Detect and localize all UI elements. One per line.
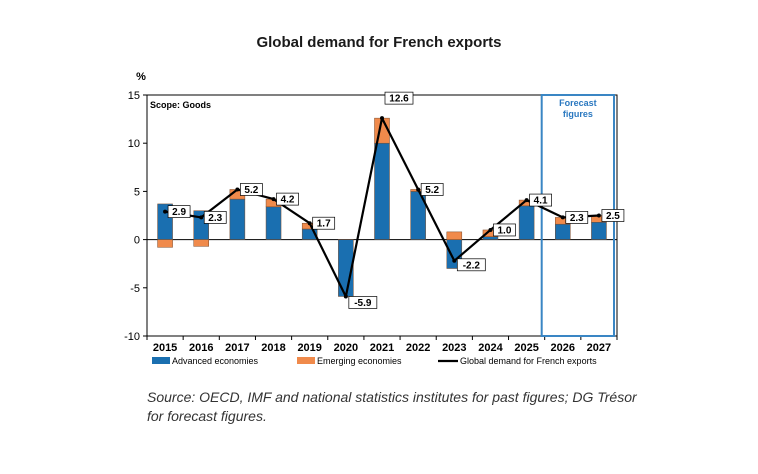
data-label-box (384, 91, 414, 105)
y-tick-label: 10 (128, 138, 140, 150)
line-point (307, 221, 312, 226)
data-label: 2.9 (172, 207, 186, 218)
bar-advanced-economies (518, 205, 535, 240)
data-label-box (565, 211, 589, 224)
bar-emerging-economies (193, 239, 209, 247)
line-point (452, 258, 457, 263)
data-label: 4.1 (534, 196, 548, 207)
x-tick-label: 2024 (478, 342, 503, 354)
y-tick-label: 15 (128, 90, 140, 102)
bar-advanced-economies (555, 223, 571, 240)
data-label-box (312, 216, 336, 230)
x-tick-label: 2021 (370, 342, 394, 354)
forecast-label-line1: Forecast (559, 98, 597, 108)
data-label-box (240, 183, 263, 196)
line-point (416, 187, 421, 192)
x-tick-label: 2017 (225, 342, 249, 354)
data-label-box (601, 209, 625, 222)
line-point (524, 198, 529, 203)
y-tick-label: -10 (124, 331, 140, 343)
x-tick-label: 2020 (334, 342, 358, 354)
line-point (596, 213, 601, 218)
line-point (235, 187, 240, 192)
data-label: 5.2 (244, 185, 258, 196)
x-tick-label: 2025 (514, 342, 538, 354)
line-point (380, 116, 384, 121)
source-note: Source: OECD, IMF and national statistic… (147, 389, 637, 424)
legend-label-advanced: Advanced economies (172, 356, 259, 366)
data-label: 2.3 (570, 213, 584, 224)
x-tick-label: 2023 (442, 342, 466, 354)
bar-advanced-economies (591, 221, 607, 240)
bar-advanced-economies (229, 198, 246, 240)
chart-area: 15 10 5 0 -5 -10% 2015 2016 2017 2018 2019 2020 2021… (124, 71, 625, 366)
legend-swatch-advanced (152, 357, 170, 364)
bar-advanced-economies (482, 236, 499, 240)
x-tick-label: 2027 (587, 342, 611, 354)
forecast-label-line2: figures (563, 109, 593, 119)
line-point (199, 215, 204, 220)
data-label: 5.2 (425, 185, 439, 196)
line-point (488, 227, 493, 232)
data-label-box (456, 258, 486, 272)
data-label: 1.0 (498, 225, 512, 236)
x-tick-label: 2015 (153, 342, 177, 354)
data-label: 2.3 (208, 213, 222, 224)
data-label: 12.6 (389, 94, 409, 105)
data-label-box (203, 211, 227, 224)
x-tick-label: 2022 (406, 342, 430, 354)
x-tick-label: 2018 (261, 342, 285, 354)
data-label: 4.2 (281, 195, 295, 206)
bar-emerging-economies (446, 231, 463, 240)
data-label-box (167, 205, 191, 218)
chart-title: Global demand for French exports (256, 34, 502, 51)
bar-emerging-economies (157, 239, 173, 248)
data-label-box (529, 193, 552, 207)
data-label-box (276, 192, 299, 206)
x-tick-label: 2026 (551, 342, 575, 354)
legend-label-emerging: Emerging economies (317, 356, 402, 366)
data-label: -5.9 (354, 298, 372, 309)
legend-label-line: Global demand for French exports (460, 356, 597, 366)
x-tick-label: 2019 (297, 342, 321, 354)
data-label: 2.5 (606, 211, 620, 222)
y-tick-label: 0 (134, 235, 140, 247)
data-label: -2.2 (463, 260, 481, 271)
y-tick-label: 5 (134, 186, 140, 198)
y-tick-label: -5 (130, 283, 140, 295)
bar-advanced-economies (265, 206, 282, 240)
y-axis-label: % (136, 71, 146, 83)
bar-advanced-economies (374, 142, 390, 240)
data-label-box (493, 223, 516, 237)
legend-swatch-emerging (297, 357, 315, 364)
line-point (343, 294, 348, 299)
line-point (163, 209, 168, 214)
line-point (271, 197, 276, 202)
x-tick-label: 2016 (189, 342, 213, 354)
data-label: 1.7 (317, 219, 331, 230)
data-label-box (348, 296, 378, 309)
data-label-box (420, 183, 444, 196)
scope-annotation: Scope: Goods (150, 100, 211, 110)
line-point (560, 215, 565, 220)
